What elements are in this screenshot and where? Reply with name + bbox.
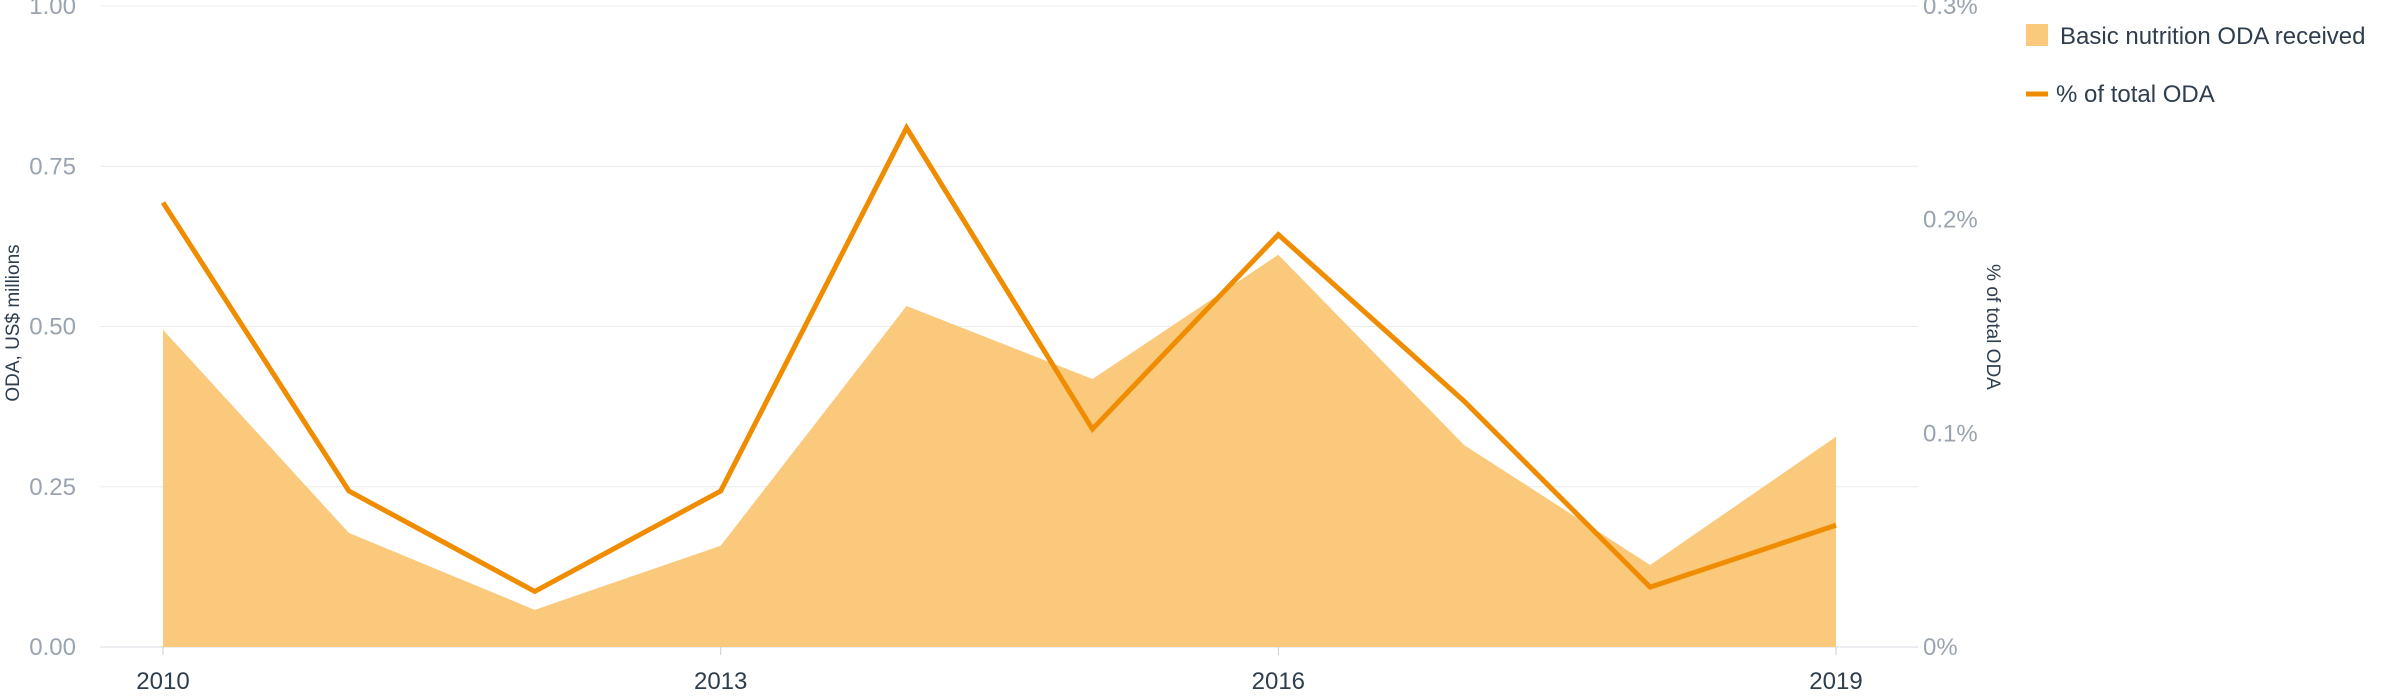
x-tick-label: 2016 bbox=[1252, 668, 1305, 695]
line-point[interactable] bbox=[343, 485, 355, 497]
area-series-basic-nutrition[interactable] bbox=[163, 254, 1836, 647]
area-point[interactable] bbox=[715, 540, 727, 552]
right-tick-label: 0.1% bbox=[1923, 420, 1978, 447]
line-point[interactable] bbox=[157, 197, 169, 209]
legend: Basic nutrition ODA received % of total … bbox=[2026, 23, 2365, 108]
legend-item-line[interactable]: % of total ODA bbox=[2026, 81, 2215, 108]
x-tick-label: 2013 bbox=[694, 668, 747, 695]
area-point[interactable] bbox=[901, 300, 913, 312]
area-layer bbox=[163, 254, 1836, 647]
area-point[interactable] bbox=[1272, 249, 1284, 261]
line-point[interactable] bbox=[1830, 519, 1842, 531]
line-point[interactable] bbox=[529, 585, 541, 597]
right-tick-label: 0% bbox=[1923, 634, 1958, 661]
legend-item-area[interactable]: Basic nutrition ODA received bbox=[2026, 23, 2365, 50]
area-point[interactable] bbox=[343, 527, 355, 539]
line-series-pct-total-oda[interactable] bbox=[160, 122, 1837, 595]
right-tick-label: 0.3% bbox=[1923, 0, 1978, 20]
line-point[interactable] bbox=[901, 122, 913, 134]
left-tick-label: 1.00 bbox=[29, 0, 76, 20]
area-point[interactable] bbox=[1086, 373, 1098, 385]
line-point[interactable] bbox=[1458, 395, 1470, 407]
right-tick-label: 0.2% bbox=[1923, 207, 1978, 234]
legend-swatch-area bbox=[2026, 24, 2048, 46]
left-tick-label: 0.50 bbox=[29, 314, 76, 341]
area-point[interactable] bbox=[157, 324, 169, 336]
x-tick-label: 2010 bbox=[136, 668, 189, 695]
area-point[interactable] bbox=[1458, 439, 1470, 451]
x-axis-ticks: 2010 2013 2016 2019 bbox=[136, 647, 1863, 695]
left-axis-title: ODA, US$ millions bbox=[3, 244, 24, 401]
left-axis-ticks: 0.00 0.25 0.50 0.75 1.00 bbox=[29, 0, 76, 661]
area-point[interactable] bbox=[529, 604, 541, 616]
line-point[interactable] bbox=[1272, 229, 1284, 241]
line-point[interactable] bbox=[715, 485, 727, 497]
line-layer bbox=[160, 122, 1837, 595]
legend-label-area: Basic nutrition ODA received bbox=[2060, 23, 2365, 50]
left-tick-label: 0.00 bbox=[29, 634, 76, 661]
left-tick-label: 0.75 bbox=[29, 153, 76, 180]
x-tick-label: 2019 bbox=[1809, 668, 1862, 695]
area-point[interactable] bbox=[1830, 431, 1842, 443]
left-tick-label: 0.25 bbox=[29, 474, 76, 501]
line-point[interactable] bbox=[1086, 423, 1098, 435]
area-point[interactable] bbox=[1644, 559, 1656, 571]
legend-label-line: % of total ODA bbox=[2056, 81, 2215, 108]
right-axis-ticks: 0% 0.1% 0.2% 0.3% bbox=[1923, 0, 1978, 661]
right-axis-title: % of total ODA bbox=[1982, 264, 2003, 390]
line-point[interactable] bbox=[1644, 581, 1656, 593]
